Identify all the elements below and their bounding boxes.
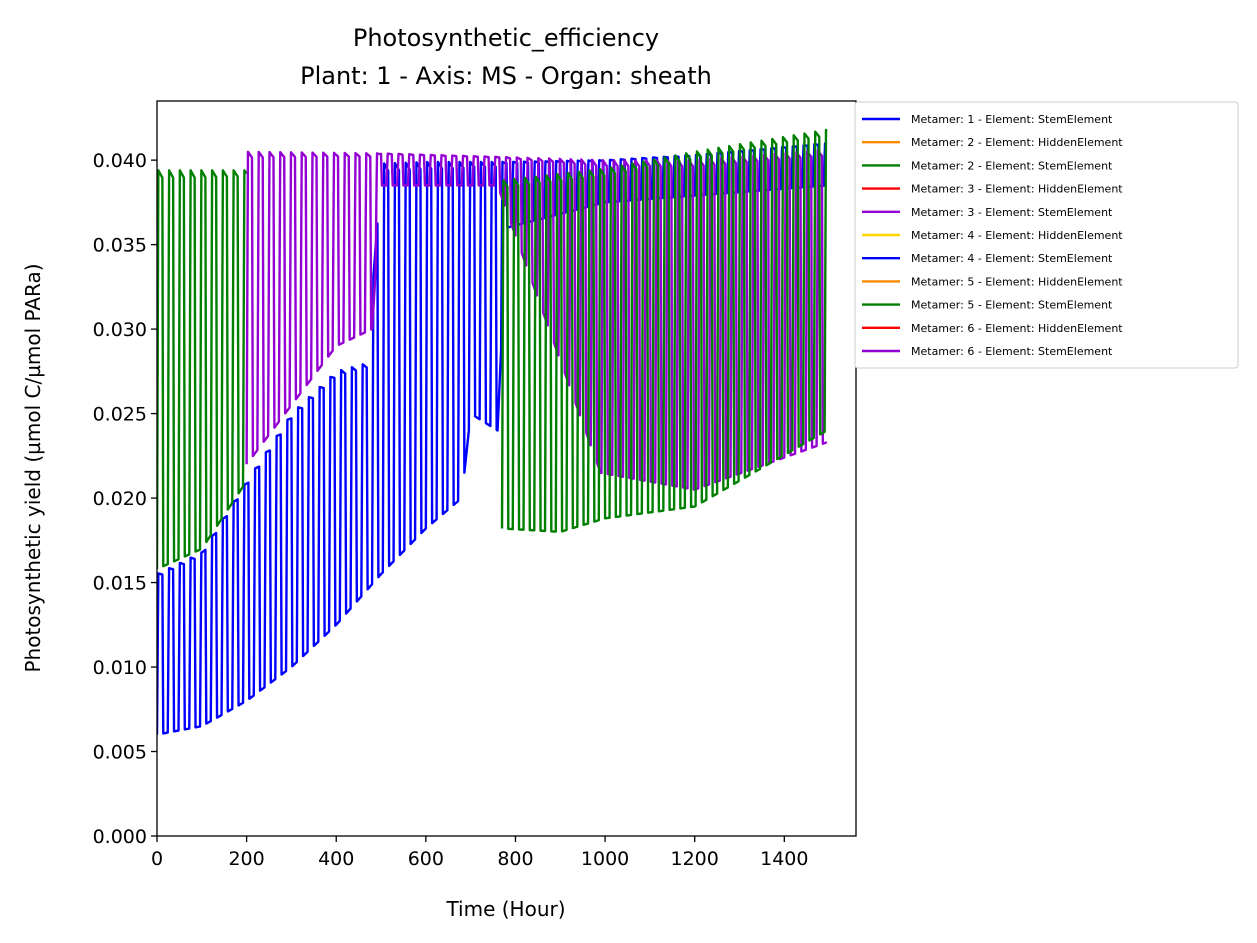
chart-title: Photosynthetic_efficiency: [353, 24, 659, 52]
legend-entry-label: Metamer: 3 - Element: StemElement: [911, 206, 1113, 219]
x-tick-label: 0: [151, 848, 163, 870]
legend-entry-label: Metamer: 1 - Element: StemElement: [911, 113, 1113, 126]
x-tick-label: 800: [497, 848, 533, 870]
y-axis-label: Photosynthetic yield (µmol C/µmol PARa): [21, 263, 45, 672]
x-tick-label: 1200: [671, 848, 719, 870]
legend-frame: [854, 101, 1239, 369]
y-tick-label: 0.040: [93, 150, 147, 172]
x-tick-label: 1400: [760, 848, 808, 870]
y-tick-label: 0.000: [93, 826, 147, 848]
y-tick-label: 0.015: [93, 573, 147, 595]
series-line-3: [157, 169, 248, 570]
x-tick-label: 200: [228, 848, 264, 870]
legend-entry-label: Metamer: 6 - Element: StemElement: [911, 345, 1113, 358]
chart-subtitle: Plant: 1 - Axis: MS - Organ: sheath: [300, 62, 712, 90]
legend-entry-label: Metamer: 5 - Element: HiddenElement: [911, 275, 1123, 288]
legend-entry-label: Metamer: 4 - Element: StemElement: [911, 252, 1113, 265]
y-tick-label: 0.030: [93, 319, 147, 341]
legend-entry-label: Metamer: 4 - Element: HiddenElement: [911, 229, 1123, 242]
plot-area-frame: [156, 100, 857, 837]
y-tick-label: 0.035: [93, 235, 147, 257]
x-axis: 0 200 400 600 800 1000 1200 1400: [151, 836, 808, 870]
y-axis: 0.000 0.005 0.010 0.015 0.020 0.025 0.030 0.035…: [93, 150, 157, 848]
x-tick-label: 400: [318, 848, 354, 870]
y-tick-label: 0.005: [93, 742, 147, 764]
legend: Metamer: 1 - Element: StemElement Metamer…: [854, 101, 1239, 369]
y-tick-label: 0.020: [93, 488, 147, 510]
x-axis-label: Time (Hour): [445, 897, 565, 921]
series-layer: [157, 128, 828, 735]
legend-entry-label: Metamer: 5 - Element: StemElement: [911, 299, 1113, 312]
y-tick-label: 0.025: [93, 404, 147, 426]
series-line-5: [245, 149, 828, 491]
legend-entry-label: Metamer: 3 - Element: HiddenElement: [911, 183, 1123, 196]
legend-entry-label: Metamer: 2 - Element: HiddenElement: [911, 136, 1123, 149]
legend-entry-label: Metamer: 2 - Element: StemElement: [911, 159, 1113, 172]
x-tick-label: 1000: [581, 848, 629, 870]
legend-entry-label: Metamer: 6 - Element: HiddenElement: [911, 322, 1123, 335]
x-tick-label: 600: [408, 848, 444, 870]
series-line-9: [500, 128, 828, 533]
y-tick-label: 0.010: [93, 657, 147, 679]
